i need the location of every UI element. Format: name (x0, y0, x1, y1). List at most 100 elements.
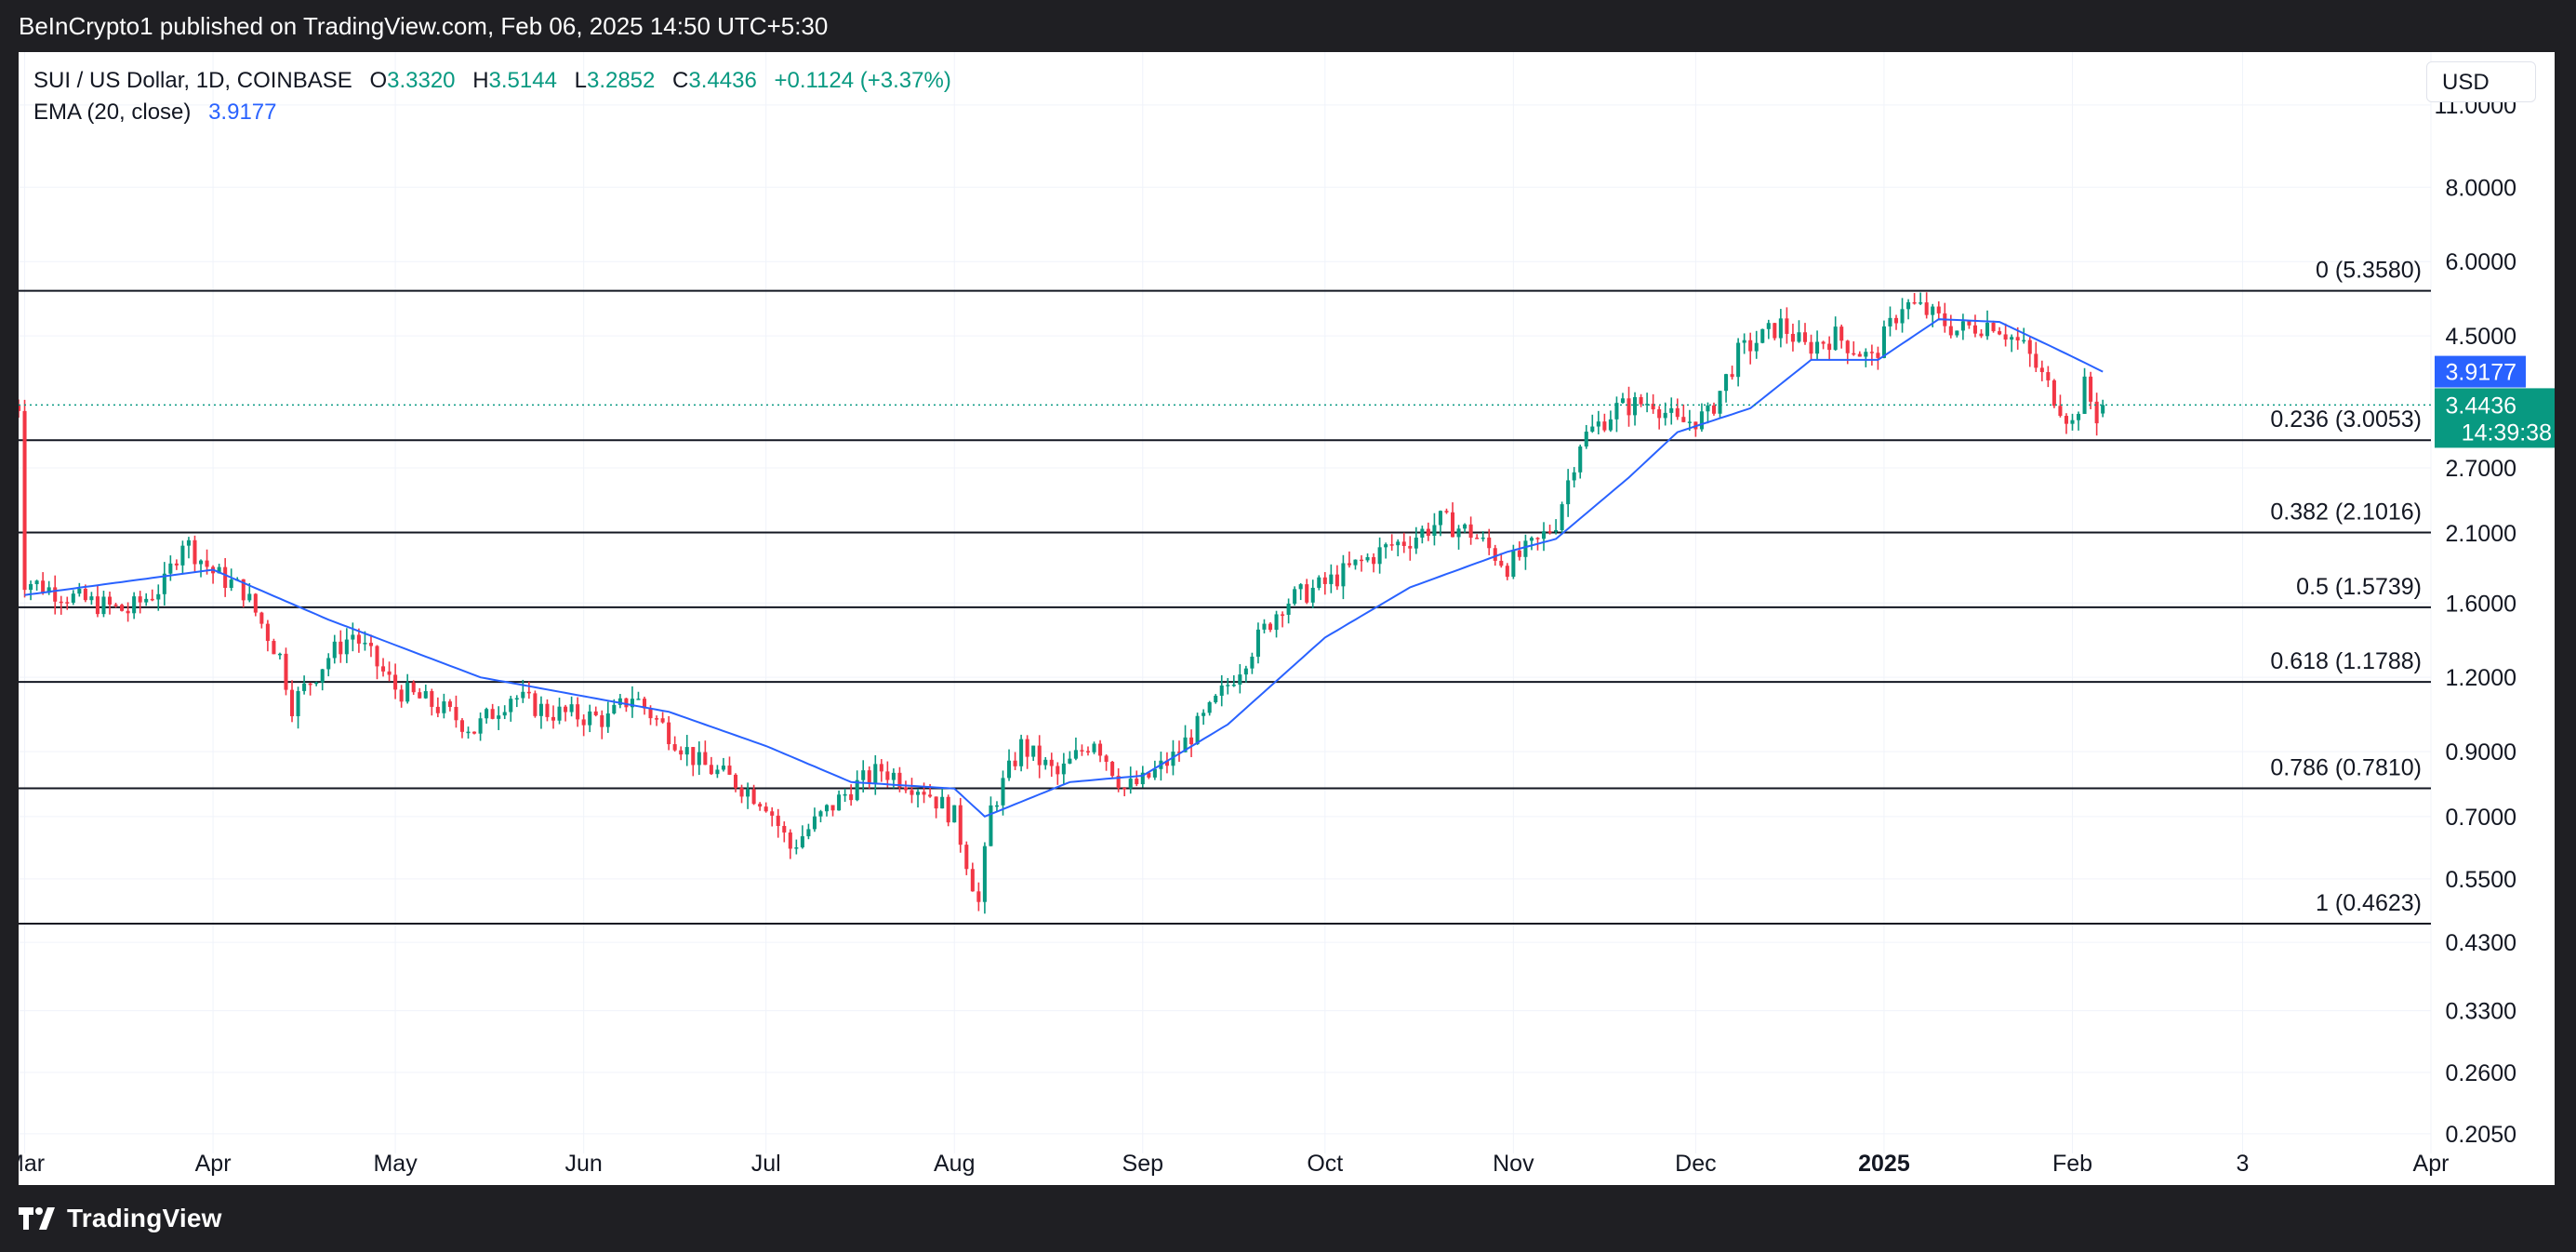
candle-body (1730, 374, 1734, 378)
candle-body (1001, 778, 1005, 806)
candle-body (837, 794, 842, 811)
candle-body (934, 796, 938, 809)
candle (2027, 337, 2032, 367)
candle (1773, 323, 1777, 340)
candle-body (1116, 776, 1121, 789)
tradingview-logo[interactable]: TradingView (19, 1204, 222, 1233)
candle-body (952, 805, 957, 823)
candle-body (1991, 322, 1996, 332)
candle-body (1475, 538, 1480, 539)
candle (1183, 725, 1188, 753)
candle-body (1468, 524, 1473, 539)
price-tick-label: 2.1000 (2446, 521, 2516, 547)
candle-body (764, 806, 768, 812)
candle-body (605, 713, 610, 727)
candle (642, 696, 647, 715)
candle (1542, 522, 1547, 552)
candle-body (430, 691, 434, 707)
candle-body (497, 715, 501, 719)
price-chart[interactable]: 0 (5.3580) 0.236 (3.0053) 0.382 (2.1016) 0.… (19, 52, 2555, 1185)
candle-body (1396, 541, 1401, 546)
candle-body (1936, 306, 1941, 313)
currency-selector[interactable]: USD (2426, 61, 2536, 102)
candle-body (1207, 701, 1212, 713)
candle (1833, 316, 1838, 352)
candle-body (150, 598, 154, 601)
candle (423, 684, 428, 699)
candle-body (19, 405, 21, 411)
candle (1202, 709, 1206, 726)
candle (679, 746, 684, 761)
candle-body (576, 704, 580, 720)
candle (22, 399, 27, 598)
candle-body (1122, 788, 1127, 790)
candle (885, 761, 890, 788)
candle-body (928, 794, 933, 797)
time-tick-label: Sep (1122, 1151, 1163, 1177)
candle-body (1293, 589, 1297, 605)
candle (1396, 539, 1401, 557)
candle-body (89, 596, 94, 601)
candle (1122, 787, 1127, 797)
candle-body (1590, 426, 1595, 433)
candle (1377, 537, 1382, 574)
fib-label: 0.5 (1.5739) (2296, 574, 2422, 600)
candle (1098, 739, 1103, 763)
candle (1104, 753, 1109, 771)
candle-body (788, 832, 792, 849)
candle-body (1852, 353, 1856, 355)
candle (459, 718, 465, 739)
candle-body (843, 793, 847, 796)
candle (521, 679, 525, 703)
candle (636, 691, 641, 700)
candle (19, 399, 21, 418)
candle-body (1535, 538, 1540, 539)
candle (1572, 467, 1576, 488)
candle-body (466, 731, 471, 734)
ema-row: EMA (20, close) 3.9177 (33, 97, 951, 128)
candle (156, 584, 161, 611)
candle (1748, 332, 1753, 365)
fib-label: 0.786 (0.7810) (2270, 754, 2422, 780)
candle (502, 705, 507, 720)
candle-body (994, 805, 1000, 807)
candle-body (399, 689, 404, 702)
candle-body (284, 653, 288, 690)
candle (958, 797, 963, 853)
candle-body (910, 790, 914, 795)
candle (1007, 749, 1012, 781)
candle-body (1893, 317, 1899, 324)
candle-body (545, 703, 550, 717)
candle (1778, 309, 1783, 348)
candle (1463, 523, 1467, 533)
candle-body (521, 691, 525, 699)
symbol-label[interactable]: SUI / US Dollar, 1D, COINBASE (33, 68, 352, 93)
candle-body (2034, 353, 2038, 368)
candle (89, 592, 94, 606)
candle-body (1377, 547, 1382, 565)
candle-body (746, 789, 750, 797)
candle-body (1845, 340, 1850, 353)
chart-panel[interactable]: 0 (5.3580) 0.236 (3.0053) 0.382 (2.1016) 0.… (19, 52, 2555, 1185)
candle-body (459, 720, 465, 732)
candle (2022, 327, 2026, 344)
candle-body (557, 706, 562, 721)
candle (739, 784, 744, 804)
candle-body (1334, 574, 1339, 587)
candle (588, 704, 592, 733)
candle (581, 714, 586, 737)
candle (1936, 300, 1941, 321)
candle-body (1481, 537, 1485, 539)
candle-body (447, 701, 452, 708)
candle-body (1572, 472, 1576, 481)
candle (1262, 619, 1267, 633)
ema-label[interactable]: EMA (20, close) (33, 100, 192, 125)
candle (630, 686, 634, 718)
candle (77, 582, 82, 597)
candle-body (684, 747, 689, 755)
candle-body (1633, 396, 1638, 416)
candle (1602, 413, 1607, 433)
candle (1730, 366, 1734, 380)
candle-body (758, 804, 763, 807)
candle (1207, 700, 1212, 716)
